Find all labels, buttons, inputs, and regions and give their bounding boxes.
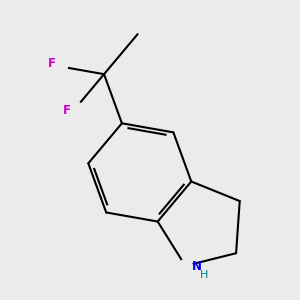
Text: F: F [48,57,56,70]
Text: F: F [63,104,71,117]
Text: H: H [200,270,208,280]
Text: N: N [192,260,202,273]
